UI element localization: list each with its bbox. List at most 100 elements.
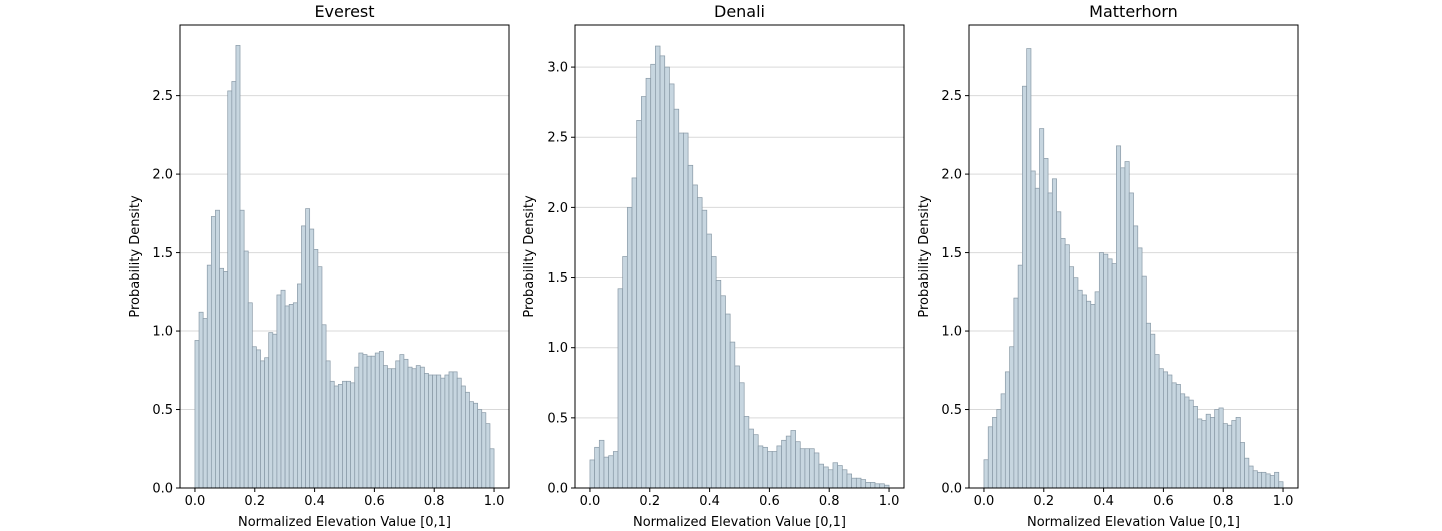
histogram-bar [771, 451, 778, 489]
histogram-bar [1252, 470, 1258, 489]
histogram-bar [1188, 399, 1194, 489]
histogram-bar [1034, 187, 1040, 489]
histogram-bar [1278, 481, 1284, 489]
histogram-bar [1175, 384, 1181, 489]
histogram-bar [346, 380, 351, 489]
histogram-bar [739, 382, 745, 489]
histogram-bar [715, 280, 722, 489]
histogram-bar [292, 302, 298, 489]
histogram-bar [317, 266, 323, 489]
histogram-bar [419, 366, 425, 489]
histogram-bar [996, 409, 1002, 489]
histogram-bar [231, 81, 237, 489]
histogram-bar [264, 357, 270, 489]
histogram-bar [865, 482, 871, 489]
histogram-bar [645, 77, 652, 489]
histogram-bar [1158, 368, 1164, 489]
histogram-bar [683, 132, 689, 489]
histogram-bar [424, 373, 429, 489]
x-tick-label: 0.4 [304, 494, 325, 509]
histogram-bar [1124, 161, 1130, 489]
histogram-bar [608, 455, 614, 489]
x-axis-label: Normalized Elevation Value [0,1] [1027, 515, 1240, 530]
histogram-bar [860, 479, 867, 489]
histogram-bar [776, 445, 782, 489]
histogram-bar [432, 374, 438, 489]
histogram-bar [781, 439, 787, 489]
histogram-bar [1248, 465, 1254, 489]
histogram-bar [301, 225, 306, 489]
histogram-bar [1064, 244, 1070, 489]
histogram-bar [1239, 442, 1245, 489]
histogram-bar [444, 374, 450, 489]
histogram-bar [870, 482, 876, 489]
histogram-bar [206, 264, 212, 489]
histogram-bar [743, 416, 750, 489]
histogram-bar [725, 313, 731, 489]
histogram-bar [309, 228, 315, 489]
x-tick-label: 0.4 [1093, 494, 1114, 509]
histogram-bar [1047, 192, 1053, 489]
subplot-title: Denali [714, 2, 765, 21]
histogram-bar [329, 380, 335, 489]
histogram-bar [210, 216, 216, 489]
histogram-bar [846, 473, 853, 489]
x-tick-label: 1.0 [484, 494, 505, 509]
histogram-bar [378, 351, 384, 489]
y-tick-label: 1.0 [941, 325, 962, 340]
histogram-bar [987, 426, 993, 489]
x-tick-label: 0.0 [580, 494, 601, 509]
subplot-title: Matterhorn [1089, 2, 1178, 21]
y-tick-label: 2.0 [547, 201, 568, 216]
axes-frame [968, 24, 1299, 489]
histogram-bar [767, 451, 773, 489]
histogram-bar [1051, 178, 1057, 489]
histogram-bar [1244, 457, 1250, 489]
histogram-bar [350, 382, 356, 489]
histogram-bar [202, 318, 208, 489]
y-tick-label: 3.0 [547, 61, 568, 76]
histogram-bar [219, 267, 224, 489]
histogram-bar [734, 365, 740, 489]
histogram-bar [692, 184, 698, 489]
histogram-bar [485, 423, 491, 489]
histogram-bar [395, 360, 401, 489]
histogram-bar [589, 459, 595, 489]
histogram-bar [711, 256, 717, 489]
histogram-bar [383, 365, 388, 489]
histogram-bar [827, 469, 834, 489]
histogram-bar [669, 83, 675, 489]
histogram-bar [469, 401, 474, 489]
histogram-bar [1009, 346, 1015, 489]
histogram-bar [1274, 471, 1280, 489]
histogram-bar [799, 448, 806, 489]
histogram-bar [448, 371, 454, 489]
histogram-bar [407, 366, 413, 489]
x-tick-label: 0.2 [1033, 494, 1054, 509]
histogram-bar [465, 391, 470, 489]
histogram-bar [687, 164, 694, 489]
histogram-bar [1094, 291, 1100, 489]
subplot-denali: Denali Normalized Elevation Value [0,1] … [522, 2, 905, 530]
histogram-bar [701, 209, 708, 489]
histogram-bar [594, 446, 600, 489]
histogram-bar [626, 207, 633, 489]
histogram-bar [1013, 297, 1019, 489]
histogram-bar [879, 483, 885, 489]
y-axis-label: Probability Density [128, 195, 143, 318]
x-tick-label: 1.0 [1273, 494, 1294, 509]
histogram-bar [992, 417, 998, 489]
histogram-bar [481, 412, 487, 489]
histogram-bar [762, 446, 768, 489]
histogram-bar [313, 249, 319, 489]
histogram-bar [809, 448, 815, 489]
histogram-bar [1116, 145, 1122, 489]
x-tick-label: 0.2 [244, 494, 265, 509]
histogram-bar [391, 368, 397, 489]
histogram-bar [297, 283, 302, 489]
histogram-bar [1145, 322, 1151, 489]
histogram-bar [1000, 393, 1006, 489]
histogram-bar [818, 463, 824, 489]
histogram-bar [720, 295, 726, 489]
